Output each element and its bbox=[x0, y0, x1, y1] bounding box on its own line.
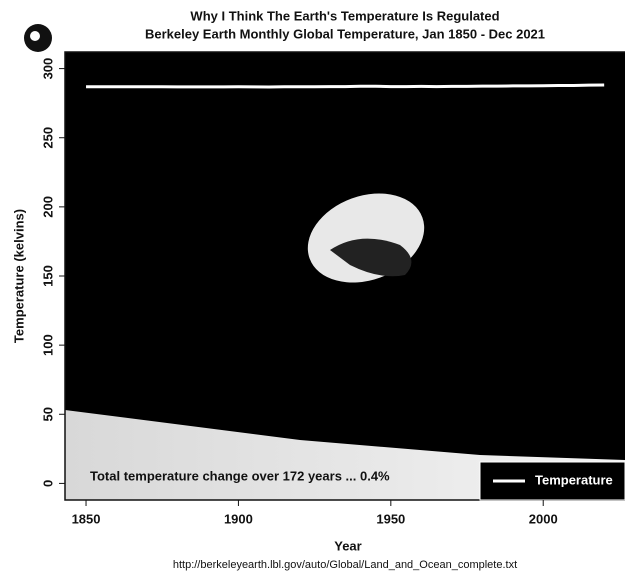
chart-title: Why I Think The Earth's Temperature Is R… bbox=[190, 8, 499, 23]
series-line bbox=[86, 85, 604, 87]
x-tick-label: 1950 bbox=[376, 511, 405, 526]
x-tick-label: 1900 bbox=[224, 511, 253, 526]
y-tick-label: 300 bbox=[40, 58, 55, 80]
y-tick-label: 200 bbox=[40, 196, 55, 218]
x-tick-label: 2000 bbox=[529, 511, 558, 526]
x-tick-label: 1850 bbox=[72, 511, 101, 526]
chart-subtitle: Berkeley Earth Monthly Global Temperatur… bbox=[145, 26, 545, 41]
y-tick-label: 250 bbox=[40, 127, 55, 149]
y-tick-label: 150 bbox=[40, 265, 55, 287]
y-tick-label: 100 bbox=[40, 334, 55, 356]
logo bbox=[24, 24, 52, 52]
y-tick-label: 0 bbox=[40, 480, 55, 487]
x-axis-label: Year bbox=[334, 538, 361, 553]
y-tick-label: 50 bbox=[40, 407, 55, 421]
legend: Temperature bbox=[480, 462, 625, 500]
y-axis-label: Temperature (kelvins) bbox=[11, 209, 26, 343]
source: http://berkeleyearth.lbl.gov/auto/Global… bbox=[173, 559, 517, 571]
legend-label: Temperature bbox=[535, 472, 613, 487]
page: {"chart_data": {"type": "line", "title":… bbox=[0, 0, 625, 574]
annotation: Total temperature change over 172 years … bbox=[90, 468, 390, 483]
plot-background bbox=[65, 52, 625, 500]
chart: Why I Think The Earth's Temperature Is R… bbox=[0, 0, 625, 574]
plot-layer bbox=[86, 85, 604, 87]
